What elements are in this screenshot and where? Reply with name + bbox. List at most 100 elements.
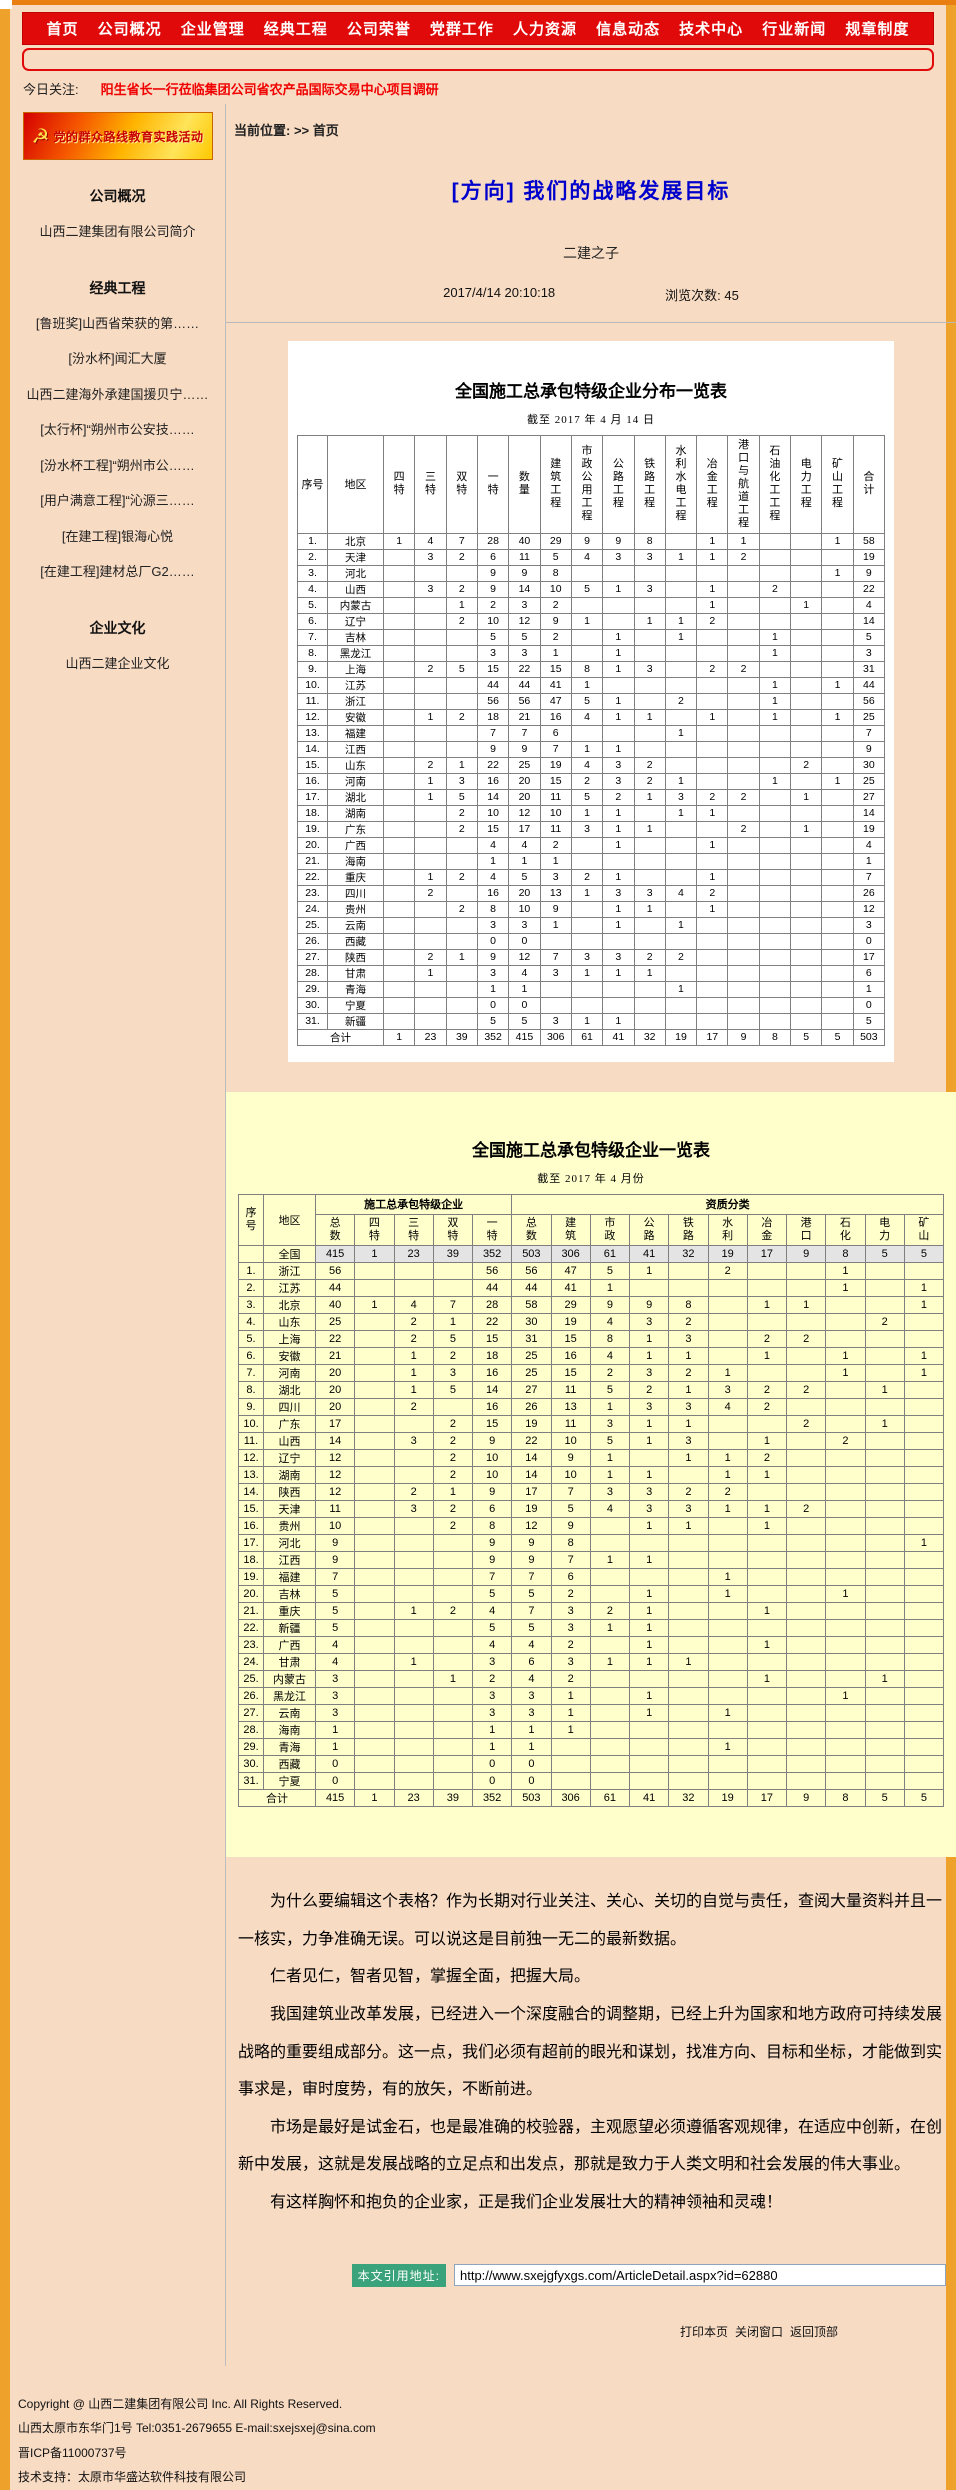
table1-cell: 1 — [602, 580, 635, 598]
table1-cell — [821, 756, 854, 774]
table2-cell: 11. — [238, 1432, 264, 1451]
table2-cell — [393, 1619, 434, 1638]
table1-cell — [570, 628, 604, 646]
sidebar-link[interactable]: [用户满意工程]“沁源三…… — [40, 493, 195, 508]
table2-region: 江西 — [263, 1551, 316, 1570]
table1-cell — [414, 740, 447, 758]
article-paragraph: 市场是最好是试金石，也是最准确的校验器，主观愿望必须遵循客观规律，在适应中创新，… — [238, 2118, 943, 2174]
sidebar-link[interactable]: 山西二建企业文化 — [65, 655, 170, 671]
table1-cell: 44 — [476, 676, 510, 694]
table1-cell: 2 — [633, 772, 666, 790]
table2-cell: 5 — [471, 1619, 513, 1638]
table1-cell: 9 — [508, 564, 541, 582]
nav-item-经典工程[interactable]: 经典工程 — [263, 21, 328, 38]
nav-item-人力资源[interactable]: 人力资源 — [513, 21, 578, 38]
table1-cell: 56 — [476, 692, 510, 710]
today-focus-headline[interactable]: 阳生省长一行莅临集团公司省农产品国际交易中心项目调研 — [100, 82, 439, 97]
table1-cell: 18. — [297, 804, 328, 822]
table1-cell — [727, 932, 760, 950]
table2-cell — [354, 1364, 395, 1383]
table2-cell — [903, 1602, 945, 1621]
table1-cell — [382, 564, 416, 582]
table1-cell — [727, 916, 760, 934]
table2-region: 辽宁 — [263, 1449, 316, 1468]
table1-cell — [790, 564, 823, 582]
table1-cell: 3 — [633, 660, 666, 678]
table1-cell — [727, 884, 760, 902]
nav-item-企业管理[interactable]: 企业管理 — [180, 21, 245, 38]
table2-cell — [825, 1551, 866, 1570]
table1-cell: 3 — [476, 916, 510, 934]
table2-cell: 3 — [471, 1687, 513, 1706]
sidebar-link[interactable]: [汾水杯工程]“朔州市公…… — [40, 457, 195, 473]
table1-cell: 1 — [758, 708, 792, 726]
table2-cell: 1 — [746, 1500, 788, 1519]
table1-cell: 5. — [297, 596, 328, 614]
table2-cell — [864, 1330, 905, 1349]
table1-cell — [790, 548, 823, 566]
table2-cell: 2 — [707, 1483, 748, 1502]
sidebar-link[interactable]: [太行杯]“朔州市公安技…… — [40, 422, 195, 437]
table1-cell — [790, 996, 823, 1014]
table1-cell: 1 — [602, 1012, 635, 1030]
sidebar-link[interactable]: [在建工程]银海心悦 — [61, 528, 174, 544]
table2-cell — [903, 1670, 945, 1689]
action-打印本页[interactable]: 打印本页 — [679, 2324, 728, 2339]
table2-group-header: 资质分类 — [511, 1193, 944, 1215]
table1-cell: 6 — [852, 964, 886, 982]
nav-item-公司荣誉[interactable]: 公司荣誉 — [346, 21, 411, 38]
table2-cell — [354, 1466, 395, 1485]
table1-cell — [727, 868, 760, 886]
citation-url-input[interactable] — [454, 2264, 946, 2286]
table1-cell: 24. — [297, 900, 328, 918]
table1-col-header: 铁 路 工 程 — [633, 435, 666, 534]
sidebar-link[interactable]: [鲁班奖]山西省荣获的第…… — [35, 315, 200, 331]
table2-col-header: 港 口 — [785, 1213, 827, 1247]
table1-col-header: 序号 — [297, 435, 328, 534]
nav-item-规章制度[interactable]: 规章制度 — [845, 21, 910, 38]
table1-region: 西藏 — [327, 932, 384, 950]
table2-cell: 1 — [746, 1466, 788, 1485]
action-返回顶部[interactable]: 返回顶部 — [789, 2324, 838, 2339]
party-banner-image[interactable]: ☭ 党的群众路线教育实践活动 — [22, 112, 213, 160]
table1-row: 5. 内蒙古 1 2 3 2 1 1 4 — [297, 596, 886, 614]
table1-row: 3. 河北 9 9 8 1 9 — [297, 564, 886, 582]
nav-item-首页[interactable]: 首页 — [46, 21, 79, 38]
table2-cell — [903, 1500, 945, 1519]
nav-item-信息动态[interactable]: 信息动态 — [596, 21, 661, 38]
table2-cell: 15 — [471, 1415, 513, 1434]
table2-cell: 5 — [314, 1585, 356, 1604]
table1-cell — [382, 996, 416, 1014]
sidebar-link[interactable]: 山西二建海外承建国援贝宁…… — [26, 386, 209, 402]
table2-region: 河南 — [263, 1364, 316, 1383]
table2-cell: 1 — [903, 1296, 945, 1315]
table2-cell: 7 — [511, 1602, 552, 1621]
table1-cell — [414, 852, 447, 870]
footer: Copyright @ 山西二建集团有限公司 Inc. All Rights R… — [10, 2366, 946, 2490]
table2-cell: 20. — [238, 1585, 264, 1604]
table2-cell — [746, 1704, 788, 1723]
table1-cell: 14 — [508, 580, 541, 598]
nav-item-技术中心[interactable]: 技术中心 — [679, 21, 744, 38]
table1-cell: 3 — [602, 756, 635, 774]
table2-cell — [746, 1738, 788, 1757]
nav-item-党群工作[interactable]: 党群工作 — [429, 21, 494, 38]
sidebar-link[interactable]: [汾水杯]闻汇大厦 — [68, 351, 167, 366]
table1-cell: 2. — [297, 548, 328, 566]
table2-cell — [864, 1721, 905, 1740]
content-wrap: ☭ 党的群众路线教育实践活动 公司概况 山西二建集团有限公司简介 经典工程 [鲁班奖]… — [10, 104, 956, 2366]
table2-cell — [825, 1670, 866, 1689]
subnav-bar — [22, 48, 934, 71]
sidebar-link[interactable]: [在建工程]建材总厂G2…… — [40, 564, 195, 579]
table1-total-cell: 41 — [602, 1028, 635, 1046]
table1-cell — [758, 548, 792, 566]
action-关闭窗口[interactable]: 关闭窗口 — [734, 2324, 783, 2339]
nav-item-公司概况[interactable]: 公司概况 — [97, 21, 162, 38]
sidebar-link[interactable]: 山西二建集团有限公司简介 — [39, 224, 196, 239]
nav-item-行业新闻[interactable]: 行业新闻 — [762, 21, 827, 38]
table2-cell — [432, 1585, 474, 1604]
table1-cell — [790, 692, 823, 710]
table2-cell — [707, 1330, 748, 1349]
table2-cell — [903, 1568, 945, 1587]
table1-cell: 1 — [664, 772, 698, 790]
